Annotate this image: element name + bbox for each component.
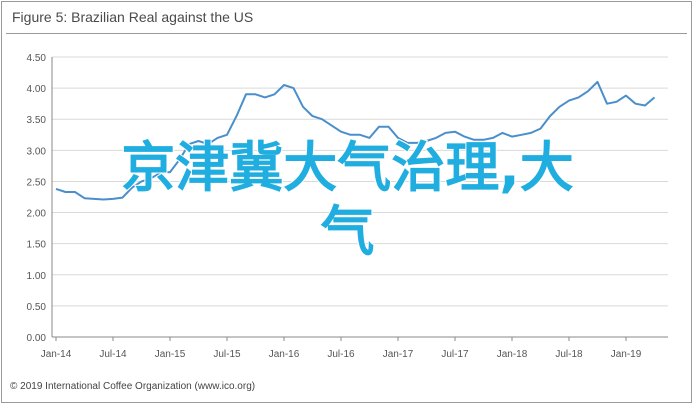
y-tick-label: 1.50 [27,240,47,251]
x-axis-ticks: Jan-14 Jul-14 Jan-15 Jul-15 Jan-16 Jul-16 Jan-… [41,337,642,360]
y-tick-label: 1.00 [27,271,47,282]
x-tick-label: Jul-14 [99,349,127,360]
x-tick-label: Jan-17 [383,349,414,360]
overlay-line-2: 气 [320,199,376,264]
series-line [55,80,656,201]
y-tick-label: 2.50 [27,177,47,188]
chart-grid [52,56,668,307]
y-tick-label: 4.50 [27,53,47,64]
x-tick-label: Jul-18 [555,349,583,360]
x-tick-label: Jan-18 [497,349,528,360]
x-tick-label: Jan-16 [269,349,300,360]
x-tick-label: Jan-19 [611,349,642,360]
copyright-note: © 2019 International Coffee Organization… [10,381,256,392]
x-tick-label: Jul-15 [213,349,241,360]
overlay-line-1: 京津冀大气治理,大 [120,135,575,200]
y-axis-ticks: 0.00 0.50 1.00 1.50 2.00 2.50 3.00 3.50 4.00 4.50 [27,53,47,344]
y-tick-label: 2.00 [27,209,47,220]
y-tick-label: 3.00 [27,146,47,157]
y-tick-label: 4.00 [27,84,47,95]
x-tick-label: Jul-17 [441,349,469,360]
title-divider [6,33,687,34]
series-group [55,80,656,201]
y-tick-label: 0.00 [27,333,47,344]
y-tick-label: 3.50 [27,115,47,126]
chart-axes [51,57,668,338]
watermark-overlay-text: 京津冀大气治理,大 气 [0,135,695,264]
x-tick-label: Jan-15 [155,349,186,360]
y-tick-label: 0.50 [27,302,47,313]
x-tick-label: Jan-14 [41,349,72,360]
figure-title: Figure 5: Brazilian Real against the US [12,9,254,25]
x-tick-label: Jul-16 [327,349,355,360]
